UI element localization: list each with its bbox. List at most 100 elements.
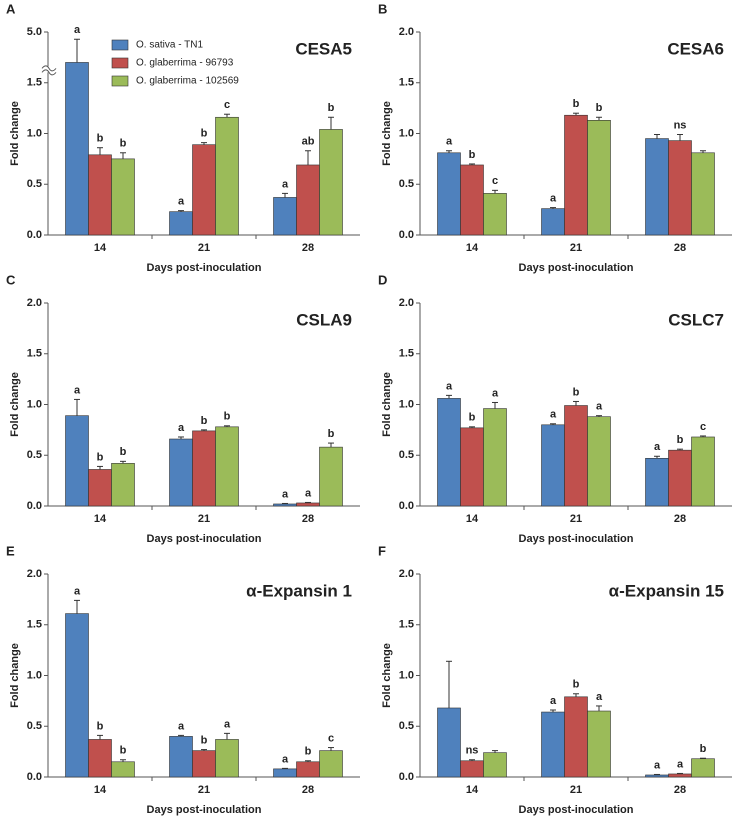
axis-break-gap (42, 66, 56, 73)
y-tick-label: 1.5 (399, 77, 414, 89)
bar (319, 129, 343, 236)
bar (460, 760, 484, 778)
legend-swatch (111, 75, 129, 87)
panel-label: C (6, 272, 16, 287)
significance-label: a (74, 384, 81, 396)
bar (587, 710, 611, 778)
significance-label: a (446, 380, 453, 392)
bar (273, 197, 297, 236)
bar (668, 449, 692, 507)
bar (564, 405, 588, 507)
bar (215, 739, 239, 778)
bar (668, 773, 692, 778)
significance-label: a (550, 695, 557, 707)
significance-label: a (550, 409, 557, 421)
y-axis-label: Fold change (9, 101, 21, 166)
significance-label: b (120, 138, 127, 150)
bar (65, 613, 89, 778)
x-tick-label: 21 (198, 513, 210, 525)
bar (192, 750, 216, 778)
y-tick-label: 1.5 (399, 348, 414, 360)
bar (645, 138, 669, 236)
y-tick-label: 0.0 (27, 229, 42, 241)
x-axis-label: Days post-inoculation (147, 804, 262, 816)
y-tick-label: 0.5 (27, 178, 42, 190)
panel-label: F (378, 543, 386, 558)
legend-swatch (111, 39, 129, 51)
significance-label: a (178, 196, 185, 208)
y-tick-label: 1.5 (27, 348, 42, 360)
y-axis-label: Fold change (9, 372, 21, 437)
bar (483, 752, 507, 778)
significance-label: a (282, 178, 289, 190)
y-tick-label: 1.0 (27, 398, 42, 410)
significance-label: a (282, 753, 289, 765)
bar (319, 750, 343, 778)
x-tick-label: 21 (198, 784, 210, 796)
chart-title: α-Expansin 1 (246, 581, 352, 600)
y-tick-label: 2.0 (27, 568, 42, 580)
bar (273, 503, 297, 507)
y-tick-label: 1.5 (399, 619, 414, 631)
legend-label: O. glaberrima - 96793 (136, 58, 234, 69)
y-tick-label: 0.0 (27, 500, 42, 512)
significance-label: b (328, 428, 335, 440)
significance-label: a (677, 758, 684, 770)
significance-label: c (224, 99, 230, 111)
significance-label: a (654, 441, 661, 453)
bar (645, 774, 669, 778)
bar (111, 761, 135, 778)
significance-label: ab (302, 136, 315, 148)
significance-label: a (74, 24, 81, 36)
significance-label: b (469, 149, 476, 161)
significance-label: a (178, 720, 185, 732)
significance-label: a (282, 488, 289, 500)
bar (169, 211, 193, 236)
significance-label: b (328, 102, 335, 114)
bar (668, 140, 692, 236)
bar (169, 736, 193, 778)
significance-label: c (492, 175, 498, 187)
bar (88, 154, 112, 236)
y-tick-label: 0.5 (399, 178, 414, 190)
significance-label: b (469, 412, 476, 424)
significance-label: b (573, 386, 580, 398)
x-tick-label: 14 (466, 242, 479, 254)
x-tick-label: 21 (570, 513, 582, 525)
y-tick-label: 0.0 (399, 771, 414, 783)
significance-label: b (677, 434, 684, 446)
significance-label: a (492, 387, 499, 399)
significance-label: b (573, 98, 580, 110)
significance-label: b (305, 746, 312, 758)
y-tick-label: 5.0 (27, 26, 42, 38)
y-tick-label: 0.0 (399, 500, 414, 512)
significance-label: ns (466, 745, 479, 757)
x-tick-label: 21 (570, 784, 582, 796)
axis-break (41, 65, 57, 76)
bar (65, 62, 89, 236)
bar (691, 436, 715, 507)
y-tick-label: 2.0 (399, 297, 414, 309)
bar (564, 114, 588, 236)
y-tick-label: 1.0 (399, 127, 414, 139)
panel-label: E (6, 543, 15, 558)
bar (460, 427, 484, 507)
y-tick-label: 1.5 (27, 77, 42, 89)
significance-label: a (550, 193, 557, 205)
x-tick-label: 14 (94, 513, 107, 525)
bar (587, 416, 611, 507)
y-tick-label: 0.5 (399, 720, 414, 732)
bar (541, 208, 565, 236)
bar (296, 502, 320, 507)
y-tick-label: 1.0 (27, 669, 42, 681)
y-tick-label: 2.0 (27, 297, 42, 309)
bar (541, 711, 565, 778)
significance-label: c (700, 421, 706, 433)
chart-title: CSLC7 (668, 310, 724, 329)
significance-label: b (201, 735, 208, 747)
y-tick-label: 1.0 (399, 669, 414, 681)
chart-title: α-Expansin 15 (609, 581, 724, 600)
y-tick-label: 1.5 (27, 619, 42, 631)
bar (192, 430, 216, 507)
